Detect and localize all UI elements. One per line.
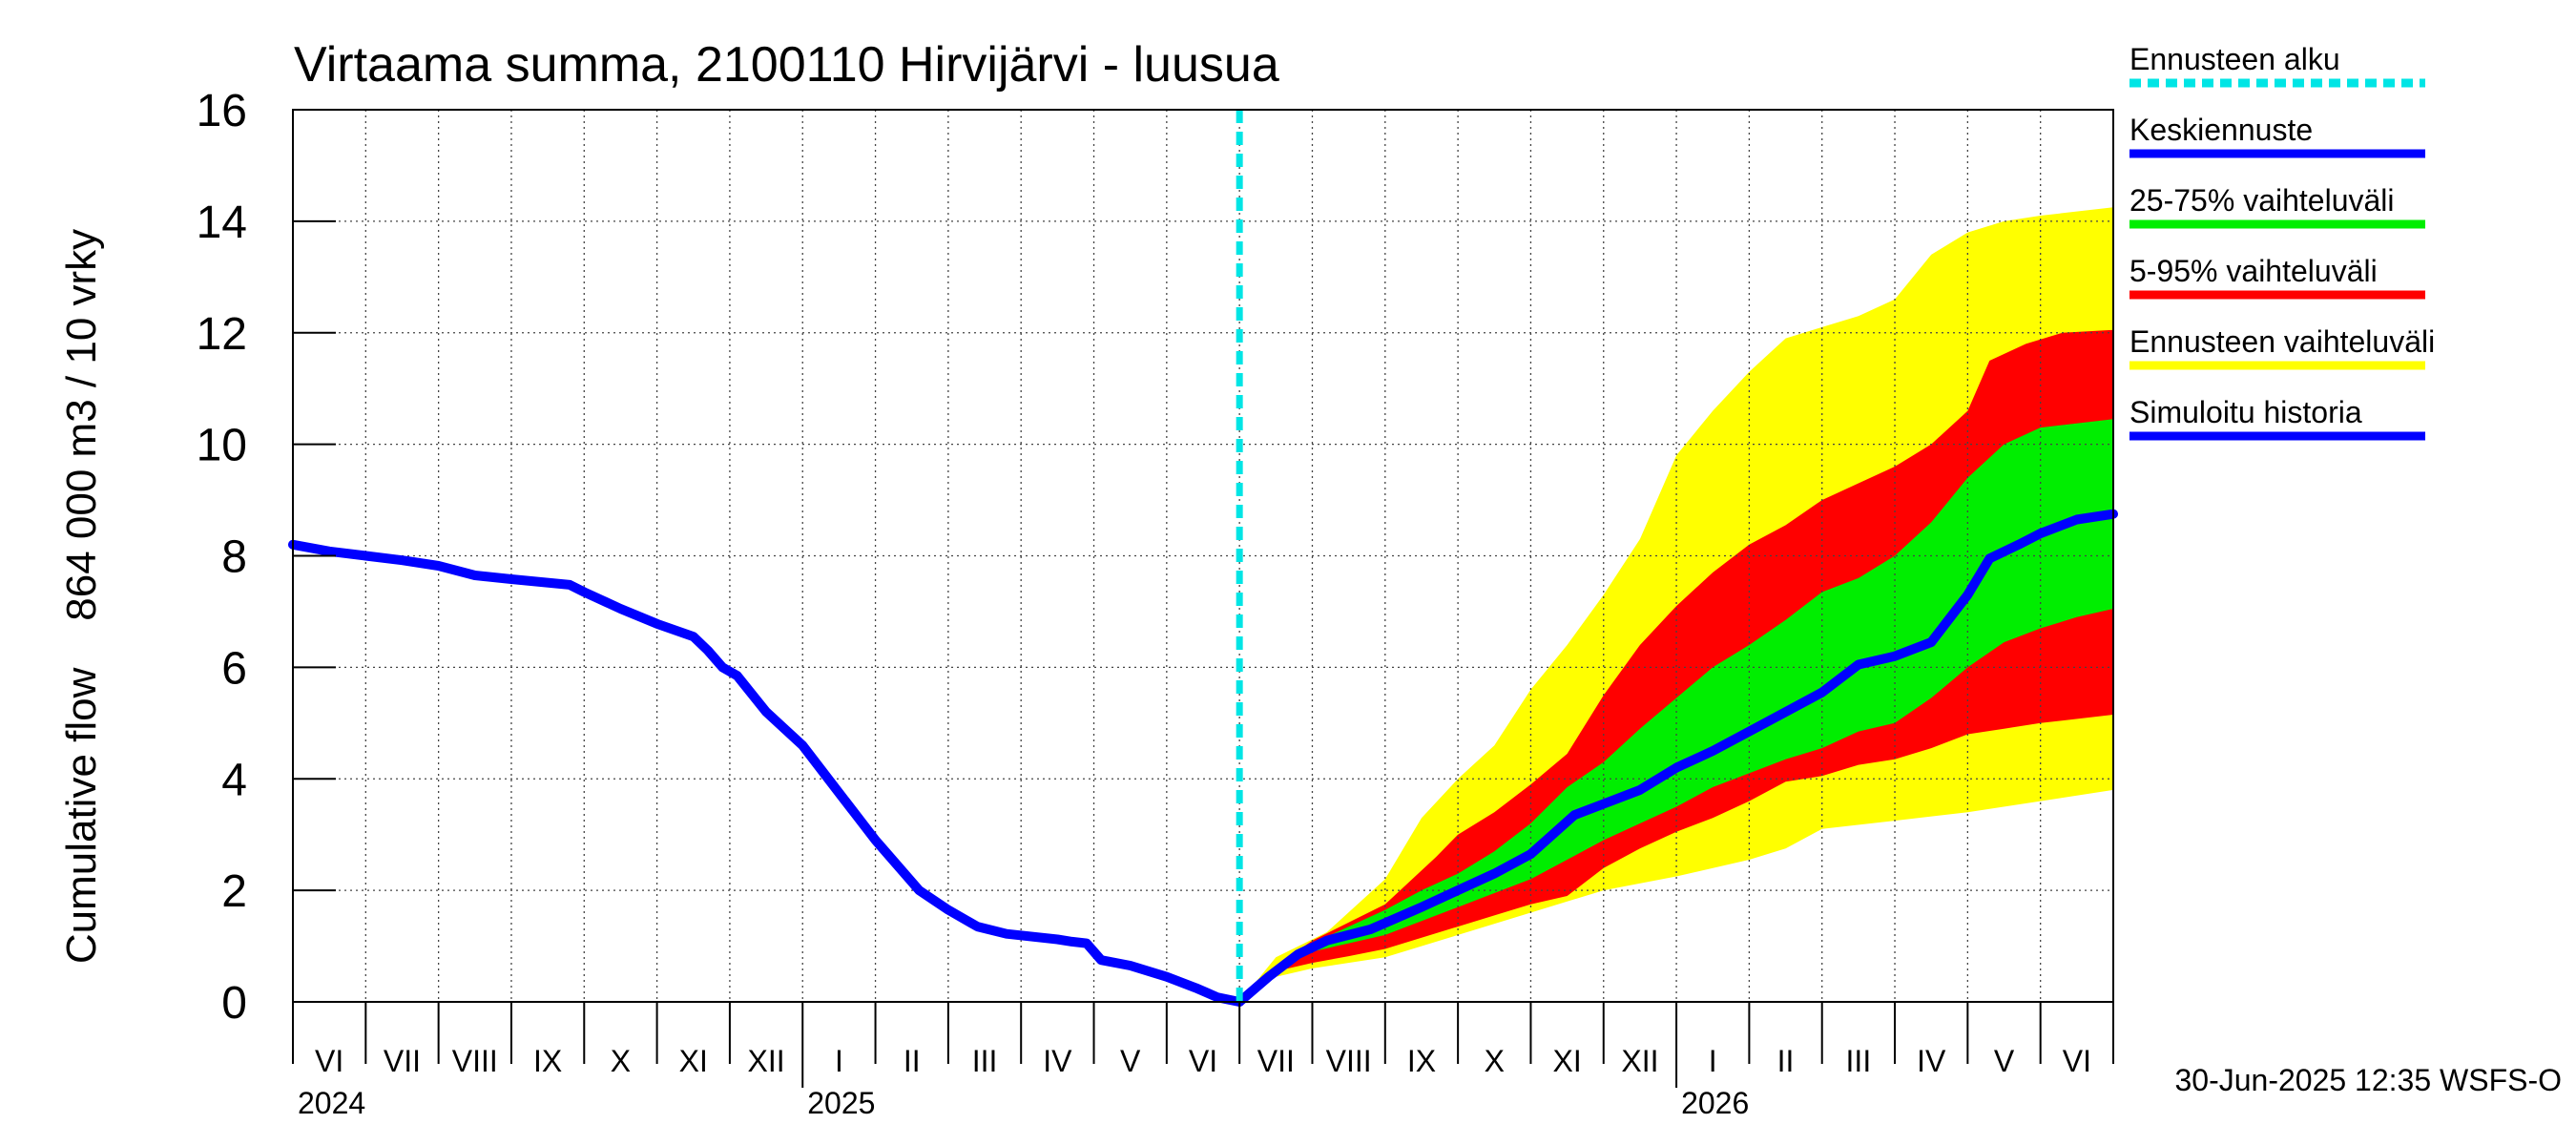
legend-label: Simuloitu historia bbox=[2129, 395, 2362, 429]
grid-lines bbox=[293, 110, 2113, 1002]
y-axis: 0 2 4 6 8 10 12 14 16 bbox=[197, 86, 336, 1029]
month-label: I bbox=[835, 1044, 843, 1078]
legend-label: Keskiennuste bbox=[2129, 113, 2313, 147]
month-label: III bbox=[972, 1044, 998, 1078]
legend-label: 5-95% vaihteluväli bbox=[2129, 254, 2378, 288]
month-label: XII bbox=[1621, 1044, 1658, 1078]
month-label: XI bbox=[1552, 1044, 1581, 1078]
month-label: VI bbox=[315, 1044, 343, 1078]
month-label: V bbox=[1994, 1044, 2015, 1078]
month-label: VIII bbox=[452, 1044, 498, 1078]
month-label: III bbox=[1846, 1044, 1872, 1078]
legend: Ennusteen alku Keskiennuste 25-75% vaihtel… bbox=[2129, 42, 2435, 441]
year-label: 2026 bbox=[1681, 1086, 1749, 1120]
y-axis-label: Cumulative flow 864 000 m3 / 10 vrky bbox=[58, 229, 105, 964]
month-label: IX bbox=[533, 1044, 562, 1078]
month-label: V bbox=[1120, 1044, 1141, 1078]
chart-title: Virtaama summa, 2100110 Hirvijärvi - luu… bbox=[294, 37, 1279, 93]
footer-timestamp: 30-Jun-2025 12:35 WSFS-O bbox=[2174, 1063, 2562, 1097]
legend-label: Ennusteen vaihteluväli bbox=[2129, 324, 2435, 359]
band-2 bbox=[1239, 419, 2113, 1002]
month-label: VIII bbox=[1326, 1044, 1372, 1078]
y-tick-label: 8 bbox=[221, 532, 247, 583]
month-label: XII bbox=[748, 1044, 785, 1078]
series-line-0 bbox=[288, 539, 1245, 1007]
y-tick-label: 6 bbox=[221, 643, 247, 694]
month-label: XI bbox=[679, 1044, 708, 1078]
series-lines bbox=[288, 509, 2118, 1007]
month-label: II bbox=[904, 1044, 921, 1078]
month-label: X bbox=[1485, 1044, 1505, 1078]
month-label: X bbox=[611, 1044, 631, 1078]
month-label: IV bbox=[1917, 1044, 1946, 1078]
y-tick-label: 10 bbox=[197, 421, 247, 471]
y-tick-label: 4 bbox=[221, 755, 247, 805]
month-label: VI bbox=[1189, 1044, 1217, 1078]
year-label: 2025 bbox=[807, 1086, 875, 1120]
y-tick-label: 16 bbox=[197, 86, 247, 136]
month-label: IV bbox=[1043, 1044, 1072, 1078]
year-label: 2024 bbox=[298, 1086, 365, 1120]
month-label: II bbox=[1777, 1044, 1795, 1078]
month-label: I bbox=[1709, 1044, 1717, 1078]
y-tick-label: 12 bbox=[197, 309, 247, 360]
month-label: IX bbox=[1407, 1044, 1436, 1078]
legend-label: 25-75% vaihteluväli bbox=[2129, 183, 2395, 218]
month-label: VII bbox=[384, 1044, 421, 1078]
month-label: VII bbox=[1257, 1044, 1295, 1078]
month-label: VI bbox=[2063, 1044, 2091, 1078]
x-axis: VI VII VIII IX X XI XII I II III IV V VI VII VIII IX X XI… bbox=[292, 1002, 2114, 1120]
legend-label: Ennusteen alku bbox=[2129, 42, 2340, 76]
y-tick-label: 0 bbox=[221, 978, 247, 1029]
y-tick-label: 2 bbox=[221, 866, 247, 917]
series-line-1 bbox=[1235, 509, 2118, 1007]
y-tick-label: 14 bbox=[197, 198, 247, 248]
